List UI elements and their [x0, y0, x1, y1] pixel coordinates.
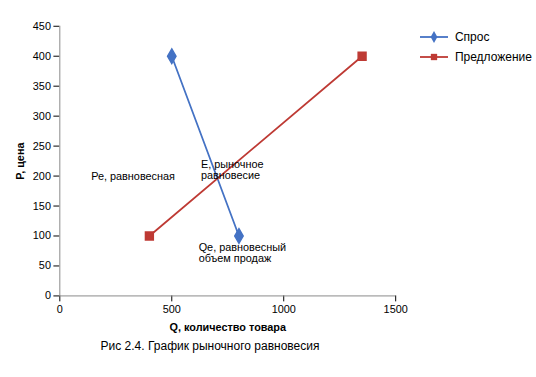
svg-text:300: 300 [33, 110, 51, 122]
svg-text:150: 150 [33, 200, 51, 212]
svg-text:350: 350 [33, 80, 51, 92]
svg-text:0: 0 [45, 289, 51, 301]
svg-text:200: 200 [33, 170, 51, 182]
html-text:Предложение: Предложение [454, 50, 532, 64]
svg-text:500: 500 [163, 303, 181, 315]
svg-text:Е, рыночноеравновесие: Е, рыночноеравновесие [201, 158, 264, 181]
svg-text:250: 250 [33, 140, 51, 152]
svg-text:Qe, равновесныйобъем продаж: Qe, равновесныйобъем продаж [199, 241, 286, 264]
svg-text:1000: 1000 [272, 303, 296, 315]
svg-text:400: 400 [33, 50, 51, 62]
html-text:Рис 2.4. График рыночного равн: Рис 2.4. График рыночного равновесия [100, 338, 320, 353]
svg-text:Q, количество товара: Q, количество товара [169, 321, 286, 333]
html-text:Спрос: Спрос [454, 30, 490, 44]
svg-text:P, цена: P, цена [14, 142, 26, 180]
svg-text:1500: 1500 [384, 303, 408, 315]
svg-text:450: 450 [33, 20, 51, 32]
svg-text:Ре, равновесная: Ре, равновесная [91, 170, 175, 182]
svg-text:100: 100 [33, 229, 51, 241]
svg-text:50: 50 [39, 259, 51, 271]
svg-text:0: 0 [57, 303, 63, 315]
